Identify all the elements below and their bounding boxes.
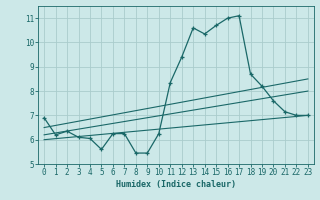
X-axis label: Humidex (Indice chaleur): Humidex (Indice chaleur) — [116, 180, 236, 189]
